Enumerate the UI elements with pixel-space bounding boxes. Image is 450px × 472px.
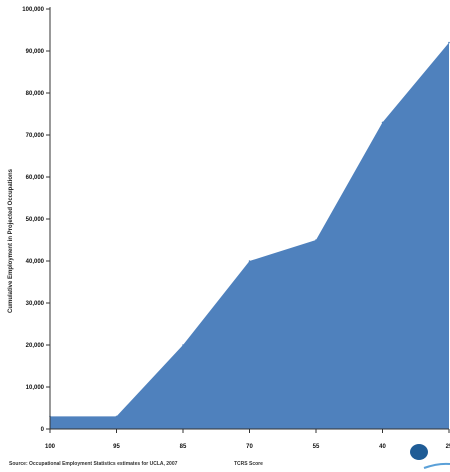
x-axis-title: TCRS Score: [234, 461, 263, 467]
y-tick-label: 50,000: [26, 217, 45, 223]
area-series: [50, 42, 449, 429]
y-tick-label: 80,000: [26, 91, 45, 97]
data-point: [248, 260, 251, 262]
x-tick-label: 40: [379, 444, 386, 450]
data-point: [315, 239, 317, 241]
x-tick-label: 25: [446, 444, 450, 450]
y-tick-label: 40,000: [26, 259, 45, 265]
x-tick-label: 85: [180, 444, 187, 450]
y-tick-label: 60,000: [26, 175, 45, 181]
y-tick-label: 90,000: [26, 49, 45, 55]
data-point: [381, 121, 384, 124]
globe-logo-icon: [410, 444, 450, 469]
y-tick-label: 30,000: [26, 301, 45, 307]
x-tick-label: 55: [313, 444, 320, 450]
y-tick-label: 10,000: [26, 385, 45, 391]
y-tick-label: 100,000: [22, 7, 44, 13]
y-tick-label: 0: [41, 427, 45, 433]
y-axis-title: Cumulative Employment in Projected Occup…: [8, 168, 14, 313]
y-tick-label: 70,000: [26, 133, 45, 139]
x-tick-label: 100: [45, 444, 56, 450]
data-point: [115, 415, 118, 418]
data-point: [182, 344, 184, 346]
y-tick-label: 20,000: [26, 343, 45, 349]
x-tick-label: 95: [113, 444, 120, 450]
x-tick-label: 70: [246, 444, 253, 450]
source-note: Source: Occupational Employment Statisti…: [9, 461, 178, 467]
data-point: [448, 41, 450, 44]
